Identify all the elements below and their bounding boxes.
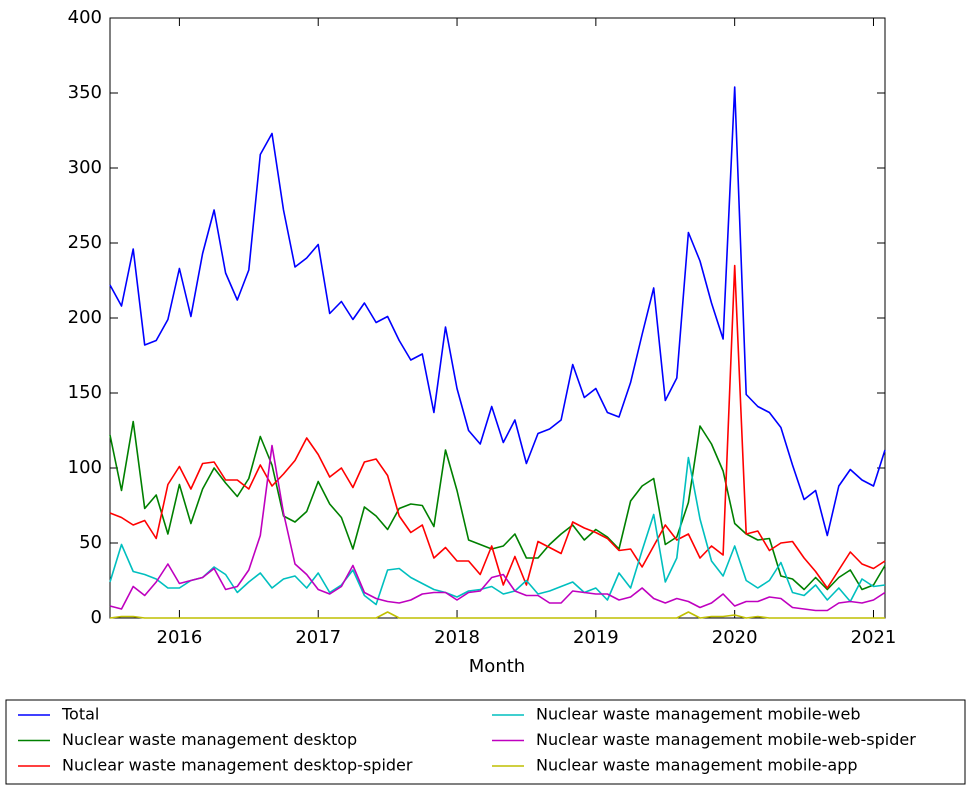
- series-line: [109, 420, 886, 591]
- series-line: [109, 611, 885, 619]
- legend-label: Nuclear waste management mobile-app: [536, 756, 858, 775]
- legend-label: Nuclear waste management desktop-spider: [62, 756, 413, 775]
- series-line: [109, 444, 886, 612]
- x-axis-label: Month: [469, 656, 525, 677]
- y-tick-label: 0: [91, 607, 102, 628]
- x-tick-label: 2019: [573, 627, 619, 648]
- legend-box: [5, 699, 966, 785]
- y-tick-label: 200: [68, 307, 102, 328]
- legend-label: Nuclear waste management desktop: [62, 730, 357, 749]
- y-tick-label: 150: [68, 382, 102, 403]
- legend-label: Nuclear waste management mobile-web-spid…: [536, 730, 916, 749]
- series-line: [109, 264, 886, 589]
- y-tick-label: 100: [68, 457, 102, 478]
- series-line: [109, 456, 886, 606]
- series-line: [109, 86, 886, 537]
- x-tick-label: 2016: [157, 627, 203, 648]
- x-tick-label: 2017: [295, 627, 341, 648]
- y-tick-label: 50: [79, 532, 102, 553]
- plot-frame: [109, 17, 886, 619]
- x-tick-label: 2018: [434, 627, 480, 648]
- x-tick-label: 2021: [851, 627, 897, 648]
- x-tick-label: 2020: [712, 627, 758, 648]
- y-tick-label: 250: [68, 232, 102, 253]
- legend-label: Nuclear waste management mobile-web: [536, 705, 860, 724]
- y-tick-label: 350: [68, 82, 102, 103]
- y-tick-label: 400: [68, 7, 102, 28]
- legend-label: Total: [61, 705, 99, 724]
- y-tick-label: 300: [68, 157, 102, 178]
